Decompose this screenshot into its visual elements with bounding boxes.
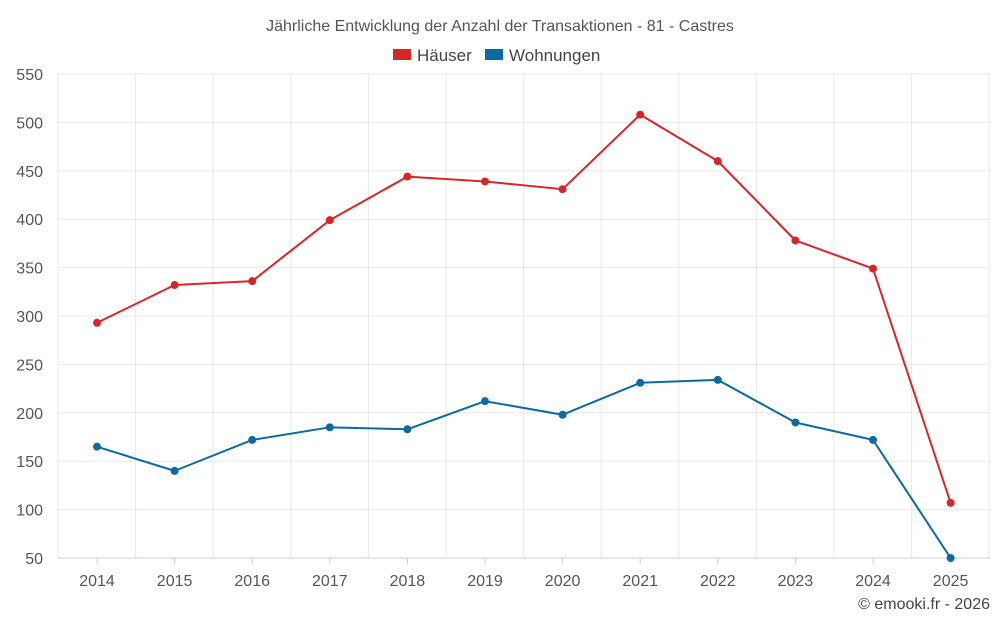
x-tick-label-2019: 2019 (467, 573, 503, 590)
point-haeuser-2014[interactable] (93, 318, 101, 327)
x-tick-label-2023: 2023 (778, 573, 814, 590)
point-wohnungen-2022[interactable] (713, 375, 722, 384)
legend-label-wohnungen: Wohnungen (509, 46, 600, 65)
point-haeuser-2024[interactable] (869, 264, 877, 273)
x-tick-label-2018: 2018 (390, 573, 426, 590)
legend-label-haeuser: Häuser (417, 46, 472, 65)
grid (57, 73, 990, 559)
point-wohnungen-2016[interactable] (248, 435, 257, 444)
point-haeuser-2017[interactable] (325, 216, 334, 225)
point-wohnungen-2023[interactable] (791, 418, 800, 427)
y-tick-label-50: 50 (25, 551, 43, 568)
series-line-wohnungen (96, 378, 952, 559)
x-tick-label-2021: 2021 (622, 573, 658, 590)
y-tick-label-300: 300 (16, 309, 43, 326)
point-haeuser-2015[interactable] (170, 281, 179, 290)
point-wohnungen-2018[interactable] (403, 425, 412, 434)
credit-text: © emooki.fr - 2026 (858, 596, 990, 613)
point-wohnungen-2017[interactable] (325, 423, 334, 432)
y-tick-label-350: 350 (16, 261, 43, 278)
y-axis: 50 100 150 200 250 300 350 400 450 500 550 (16, 67, 43, 568)
x-tick-label-2014: 2014 (79, 573, 115, 590)
point-wohnungen-2015[interactable] (170, 466, 179, 475)
y-tick-label-500: 500 (16, 115, 43, 132)
y-tick-label-250: 250 (16, 357, 43, 374)
point-wohnungen-2025[interactable] (946, 554, 955, 562)
y-tick-label-450: 450 (16, 164, 43, 181)
series-line-haeuser (96, 113, 952, 504)
x-tick-label-2016: 2016 (234, 573, 270, 590)
point-haeuser-2023[interactable] (791, 236, 800, 245)
y-tick-label-550: 550 (16, 67, 43, 84)
point-wohnungen-2019[interactable] (481, 397, 489, 406)
x-tick-label-2022: 2022 (700, 573, 736, 590)
point-haeuser-2019[interactable] (481, 177, 489, 186)
x-tick-label-2017: 2017 (312, 573, 348, 590)
point-wohnungen-2024[interactable] (869, 435, 877, 444)
y-tick-label-150: 150 (16, 454, 43, 471)
x-tick-label-2024: 2024 (855, 573, 891, 590)
y-tick-label-400: 400 (16, 212, 43, 229)
legend-swatch-wohnungen (485, 49, 503, 60)
chart-title: Jährliche Entwicklung der Anzahl der Tra… (266, 18, 734, 35)
x-tick-label-2015: 2015 (157, 573, 193, 590)
legend: Häuser Wohnungen (393, 46, 600, 65)
point-wohnungen-2020[interactable] (558, 410, 567, 419)
point-haeuser-2021[interactable] (636, 110, 645, 119)
x-axis: 2014 2015 2016 2017 2018 2019 2020 2021 2022 2023… (58, 557, 990, 590)
point-haeuser-2016[interactable] (248, 277, 257, 286)
legend-swatch-haeuser (393, 49, 411, 60)
x-tick-label-2020: 2020 (545, 573, 581, 590)
y-tick-label-200: 200 (16, 406, 43, 423)
point-haeuser-2025[interactable] (946, 498, 955, 507)
point-haeuser-2018[interactable] (403, 172, 412, 181)
point-wohnungen-2021[interactable] (636, 378, 645, 387)
point-haeuser-2022[interactable] (713, 157, 722, 166)
point-haeuser-2020[interactable] (558, 185, 567, 194)
x-tick-label-2025: 2025 (933, 573, 969, 590)
y-tick-label-100: 100 (16, 503, 43, 520)
series-layer (93, 110, 955, 562)
point-wohnungen-2014[interactable] (93, 442, 101, 451)
